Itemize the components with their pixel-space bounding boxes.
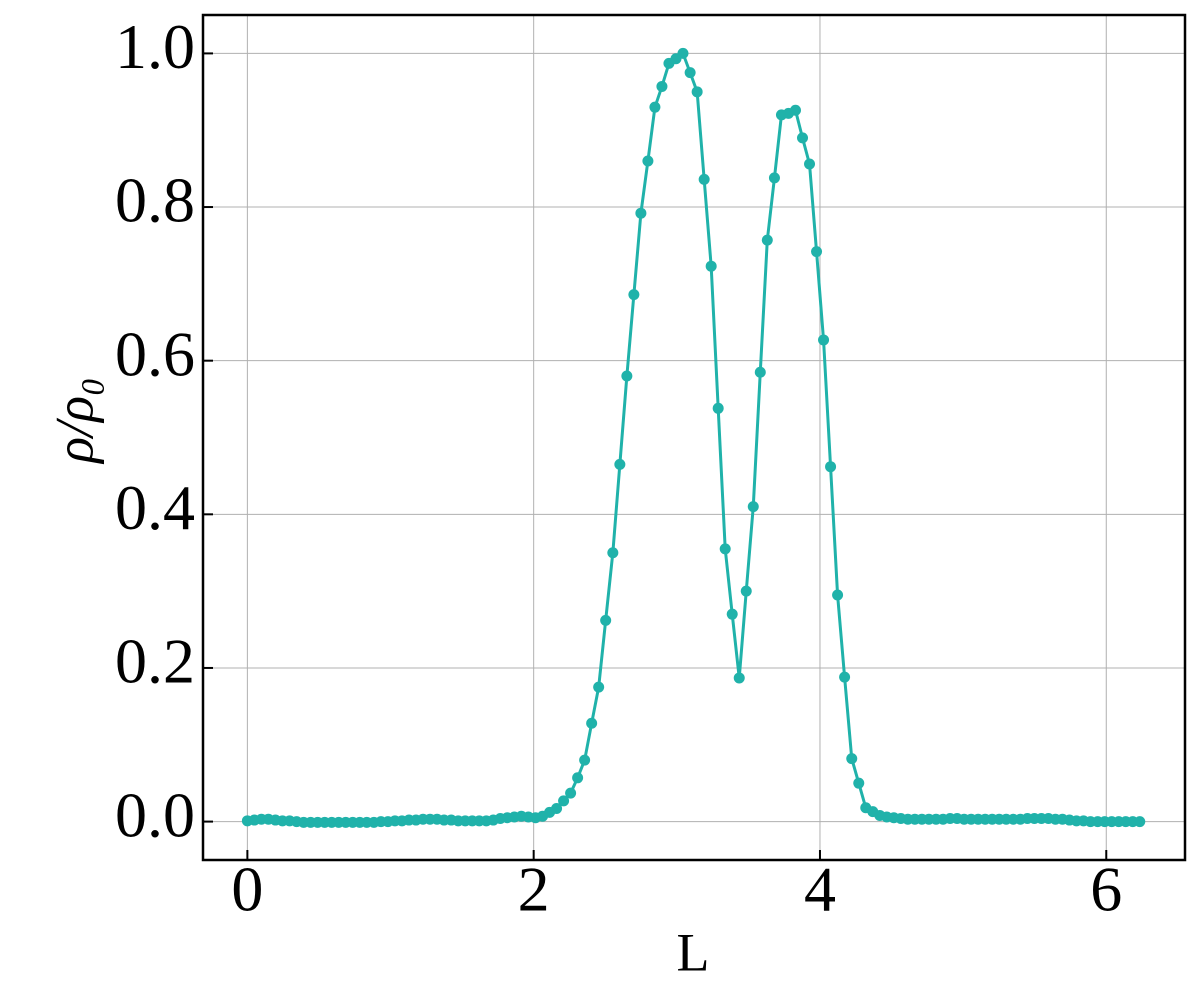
data-point xyxy=(1134,816,1146,828)
data-point xyxy=(565,787,577,799)
data-point xyxy=(698,173,710,185)
data-point xyxy=(621,370,633,382)
data-point xyxy=(733,672,745,684)
data-point xyxy=(558,795,570,807)
x-axis-label: L xyxy=(677,922,710,982)
data-point xyxy=(656,80,668,92)
data-point xyxy=(649,101,661,113)
data-point xyxy=(832,589,844,601)
data-point xyxy=(797,132,809,144)
data-point xyxy=(586,717,598,729)
data-point xyxy=(740,585,752,597)
data-point xyxy=(635,207,647,219)
data-point xyxy=(789,104,801,116)
data-point xyxy=(684,67,696,79)
data-point xyxy=(811,246,823,258)
data-point xyxy=(846,753,858,765)
y-tick-label: 0.0 xyxy=(115,779,195,850)
y-tick-label: 0.6 xyxy=(115,318,195,389)
data-point xyxy=(754,366,766,378)
data-point xyxy=(839,671,851,683)
data-point xyxy=(677,47,689,59)
x-tick-label: 0 xyxy=(231,854,263,925)
y-tick-label: 0.2 xyxy=(115,626,195,697)
data-point xyxy=(614,458,626,470)
data-point xyxy=(607,547,619,559)
data-point xyxy=(642,155,654,167)
data-point xyxy=(825,461,837,473)
x-tick-label: 6 xyxy=(1090,854,1122,925)
data-point xyxy=(853,777,865,789)
data-line xyxy=(247,50,1140,824)
data-point xyxy=(768,172,780,184)
data-point xyxy=(818,334,830,346)
y-tick-label: 0.4 xyxy=(115,472,195,543)
data-point xyxy=(628,289,640,301)
data-point xyxy=(705,260,717,272)
plot-frame xyxy=(201,13,1187,862)
y-tick-label: 1.0 xyxy=(115,11,195,82)
data-point xyxy=(747,501,759,513)
data-point xyxy=(761,234,773,246)
y-tick-label: 0.8 xyxy=(115,165,195,236)
data-point xyxy=(804,158,816,170)
data-point xyxy=(593,681,605,693)
data-point xyxy=(551,803,563,815)
x-tick-label: 4 xyxy=(804,854,836,925)
data-point xyxy=(691,86,703,98)
data-point xyxy=(572,772,584,784)
data-point xyxy=(726,608,738,620)
data-point xyxy=(600,614,612,626)
data-point xyxy=(579,754,591,766)
data-point xyxy=(712,402,724,414)
y-axis-label: ρ/ρ₀ xyxy=(44,377,104,465)
x-tick-label: 2 xyxy=(518,854,550,925)
data-point xyxy=(719,543,731,555)
